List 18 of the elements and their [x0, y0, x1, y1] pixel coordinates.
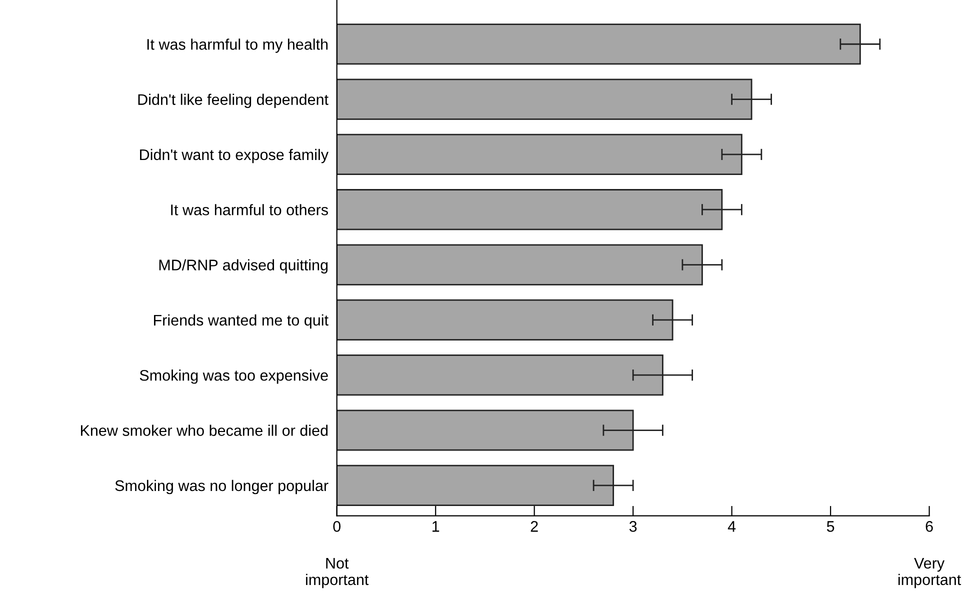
y-tick-label: Smoking was too expensive: [140, 370, 328, 384]
text: Not important: [306, 558, 369, 588]
x-tick-label: 4: [728, 521, 736, 532]
y-tick-label: It was harmful to others: [171, 204, 328, 216]
y-tick-label: Knew smoker who became ill or died: [80, 424, 328, 436]
x-tick-label: 1: [432, 521, 440, 532]
x-tick-label: 5: [826, 521, 834, 532]
x-tick-label: 3: [629, 521, 637, 532]
y-tick-label: Friends wanted me to quit: [154, 314, 328, 329]
x-tick-label: 6: [926, 521, 933, 532]
x-tick-label: 2: [530, 521, 538, 532]
x-tick-label: 0: [333, 521, 341, 532]
y-tick-label: Didn't want to expose family: [140, 148, 329, 164]
y-tick-label: Didn't like feeling dependent: [138, 94, 328, 108]
y-tick-label: It was harmful to my health: [147, 38, 328, 53]
y-tick-label: MD/RNP advised quitting: [159, 259, 328, 274]
text: Very important: [898, 558, 962, 588]
y-tick-label: Smoking was no longer popular: [115, 480, 328, 494]
